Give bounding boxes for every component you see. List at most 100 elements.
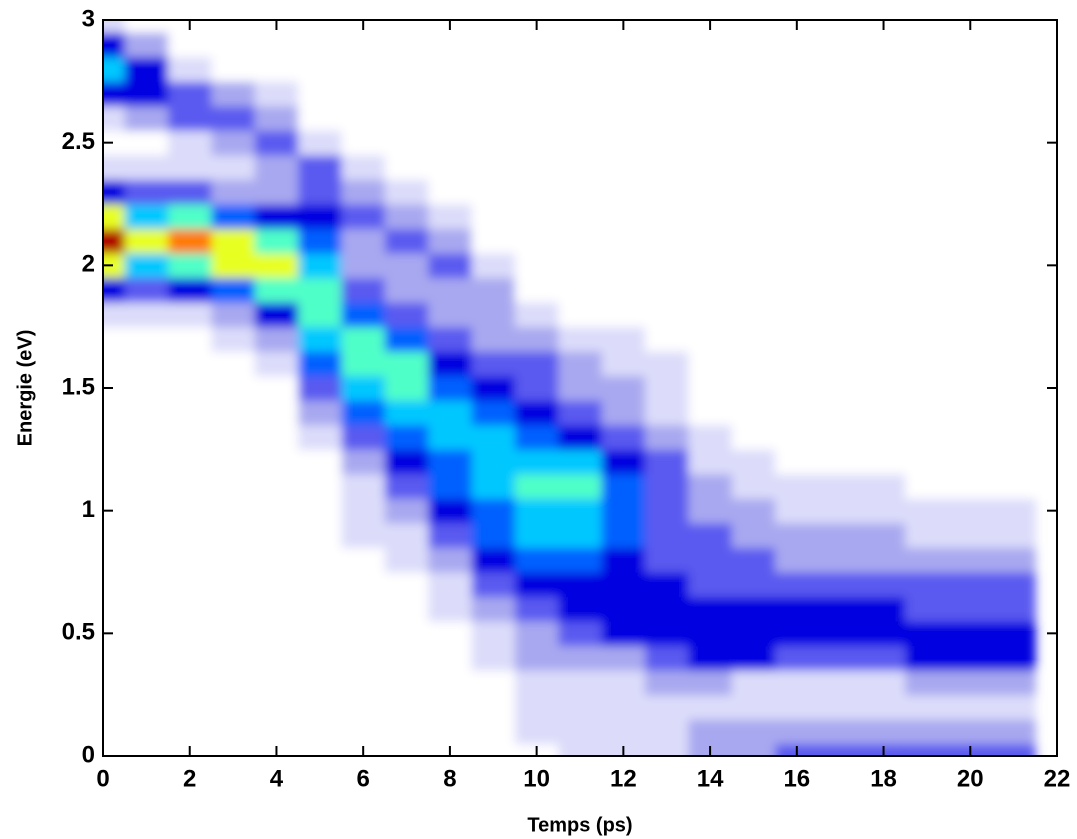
cell bbox=[991, 130, 1036, 156]
cell bbox=[211, 179, 256, 205]
cell bbox=[471, 572, 516, 598]
cell bbox=[211, 105, 256, 131]
cell bbox=[991, 743, 1036, 756]
cell bbox=[254, 351, 299, 377]
cell bbox=[471, 719, 516, 745]
cell bbox=[601, 572, 646, 598]
cell bbox=[861, 277, 906, 303]
x-tick-label: 8 bbox=[443, 765, 456, 792]
cell bbox=[428, 105, 473, 131]
cell bbox=[731, 645, 776, 671]
cell bbox=[601, 473, 646, 499]
cell bbox=[124, 572, 169, 598]
cell bbox=[861, 326, 906, 352]
cell bbox=[775, 302, 819, 328]
cell bbox=[601, 670, 646, 696]
cell bbox=[124, 449, 169, 475]
cell bbox=[168, 302, 212, 328]
cell bbox=[124, 498, 169, 524]
cell bbox=[818, 81, 863, 107]
cell bbox=[211, 645, 256, 671]
cell bbox=[645, 572, 689, 598]
cell bbox=[103, 522, 126, 548]
cell bbox=[905, 473, 950, 499]
cell bbox=[471, 473, 516, 499]
cell bbox=[991, 670, 1036, 696]
cell bbox=[818, 154, 863, 180]
cell bbox=[428, 154, 473, 180]
cell bbox=[818, 743, 863, 756]
cell bbox=[861, 621, 906, 647]
cell bbox=[514, 473, 559, 499]
cell bbox=[341, 547, 386, 573]
cell bbox=[211, 743, 256, 756]
cell bbox=[471, 400, 516, 426]
cell bbox=[601, 424, 646, 450]
cell bbox=[103, 253, 126, 279]
cell bbox=[601, 522, 646, 548]
cell bbox=[775, 572, 819, 598]
cell bbox=[558, 228, 603, 254]
cell bbox=[818, 179, 863, 205]
cell bbox=[384, 621, 429, 647]
cell bbox=[341, 253, 386, 279]
cell bbox=[471, 277, 516, 303]
cell bbox=[168, 326, 212, 352]
cell bbox=[124, 302, 169, 328]
cell bbox=[645, 277, 689, 303]
cell bbox=[818, 375, 863, 401]
cell bbox=[514, 621, 559, 647]
cell bbox=[428, 621, 473, 647]
cell bbox=[254, 277, 299, 303]
cell bbox=[341, 277, 386, 303]
cell bbox=[948, 56, 993, 82]
cell bbox=[341, 424, 386, 450]
cell bbox=[818, 645, 863, 671]
y-tick-label: 1 bbox=[82, 496, 95, 523]
cell bbox=[124, 596, 169, 622]
cell bbox=[341, 81, 386, 107]
cell bbox=[124, 277, 169, 303]
cell bbox=[731, 277, 776, 303]
cell bbox=[818, 522, 863, 548]
cell bbox=[558, 572, 603, 598]
cell bbox=[103, 449, 126, 475]
cell bbox=[384, 130, 429, 156]
cell bbox=[428, 400, 473, 426]
cell bbox=[341, 449, 386, 475]
cell bbox=[731, 424, 776, 450]
cell bbox=[861, 81, 906, 107]
cell bbox=[948, 179, 993, 205]
cell bbox=[168, 277, 212, 303]
cell bbox=[514, 154, 559, 180]
cell bbox=[645, 375, 689, 401]
cell bbox=[991, 424, 1036, 450]
cell bbox=[645, 694, 689, 720]
cell bbox=[341, 351, 386, 377]
cell bbox=[168, 351, 212, 377]
cell bbox=[558, 375, 603, 401]
cell bbox=[558, 621, 603, 647]
cell bbox=[384, 253, 429, 279]
cell bbox=[211, 302, 256, 328]
cell bbox=[861, 547, 906, 573]
cell bbox=[558, 449, 603, 475]
cell bbox=[103, 20, 126, 33]
cell bbox=[298, 277, 342, 303]
cell bbox=[818, 547, 863, 573]
cell bbox=[341, 473, 386, 499]
cell bbox=[558, 130, 603, 156]
cell bbox=[775, 204, 819, 230]
cell bbox=[211, 228, 256, 254]
cell bbox=[775, 228, 819, 254]
cell bbox=[688, 56, 733, 82]
cell bbox=[818, 130, 863, 156]
cell bbox=[905, 670, 950, 696]
cell bbox=[211, 694, 256, 720]
cell bbox=[905, 621, 950, 647]
cell bbox=[298, 130, 342, 156]
cell bbox=[124, 105, 169, 131]
cell bbox=[211, 621, 256, 647]
cell bbox=[298, 572, 342, 598]
